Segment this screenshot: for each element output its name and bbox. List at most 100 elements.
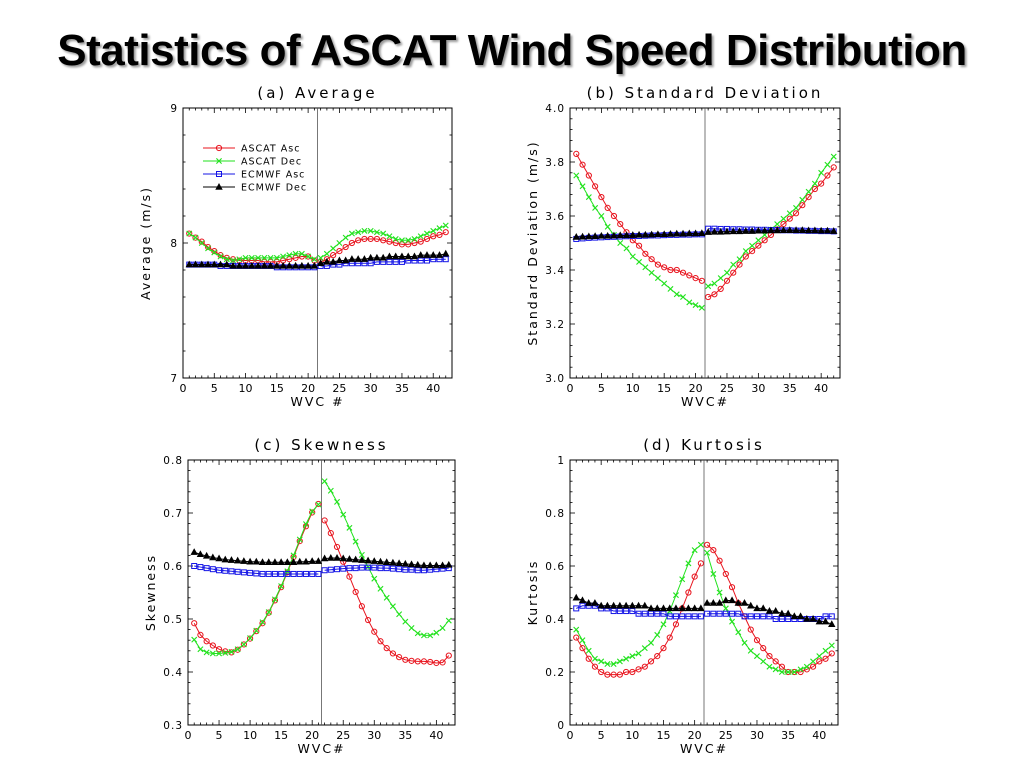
data-point [215,554,223,562]
x-tick-label: 5 [598,729,605,742]
x-axis-label: WVC # [290,394,344,409]
data-point [828,620,836,628]
data-point [654,230,662,238]
data-point [197,646,204,653]
data-point [810,658,817,665]
data-point [417,257,424,264]
data-point [704,228,712,235]
data-point [240,569,247,576]
data-point [691,573,698,580]
data-point [598,194,605,201]
x-tick-label: 25 [720,382,734,395]
x-tick-label: 40 [429,729,443,742]
data-point [248,261,256,269]
data-point [423,230,430,237]
data-point [774,221,781,228]
data-point [371,628,378,635]
data-point [402,618,409,625]
data-point [672,621,680,628]
data-point [190,548,198,555]
data-point [636,258,643,265]
data-point [240,641,247,648]
data-point [778,616,785,622]
data-point [729,610,736,617]
x-tick-label: 0 [180,382,187,395]
data-point [698,277,705,284]
data-point [598,668,605,676]
data-point [321,478,328,485]
data-point [292,250,299,257]
data-point [229,261,237,269]
y-tick-label: 7 [170,373,178,385]
x-tick-label: 15 [657,382,671,395]
data-point [348,239,356,247]
data-point [379,253,387,261]
chart-title: (d) Kurtosis [643,436,765,454]
data-point [423,257,430,264]
data-point [728,584,736,591]
y-tick-label: 0.2 [545,667,565,679]
data-point [773,226,781,234]
x-tick-label: 40 [814,382,828,395]
data-point [796,612,805,620]
data-point [722,605,729,612]
data-point [321,567,328,574]
data-point [398,241,406,248]
data-point [641,645,648,652]
data-point [290,552,297,559]
data-point [305,253,312,260]
data-point [597,231,606,239]
data-point [385,252,394,260]
data-point [722,570,729,578]
data-point [735,610,742,617]
data-point [432,561,441,569]
data-point [715,599,724,606]
data-point [610,608,617,615]
data-point [660,621,667,628]
data-point [278,583,285,590]
data-point [716,227,725,235]
data-point [392,239,399,247]
data-point [760,645,767,652]
data-point [734,599,742,606]
series-line [707,167,835,298]
data-point [816,658,823,665]
series-ecmwf-asc [573,602,835,622]
data-point [791,669,798,675]
data-point [352,538,359,545]
x-tick-label: 30 [750,729,764,742]
x-tick-label: 25 [332,382,346,395]
data-point [396,566,403,573]
data-point [629,608,636,615]
x-tick-label: 35 [395,382,409,395]
data-point [341,256,350,264]
data-point [271,597,279,604]
data-point [617,240,624,246]
data-point [642,264,649,271]
data-point [573,172,580,179]
data-point [405,237,412,244]
data-point [579,183,586,190]
data-point [316,259,325,266]
data-point [635,230,643,238]
data-point [329,257,337,265]
data-point [766,653,773,660]
data-point [629,653,636,660]
data-point [315,501,322,508]
data-point [365,564,372,571]
data-point [361,235,368,243]
data-point [817,226,825,234]
data-point [203,565,210,572]
data-point [811,185,818,193]
data-point [648,639,655,646]
data-point [373,235,381,243]
data-point [811,180,818,187]
y-tick-label: 1 [557,455,565,467]
data-point [679,269,687,276]
data-point [310,261,319,269]
data-point [382,558,391,565]
data-point [259,620,266,627]
data-point [747,647,754,654]
data-point [591,232,599,239]
